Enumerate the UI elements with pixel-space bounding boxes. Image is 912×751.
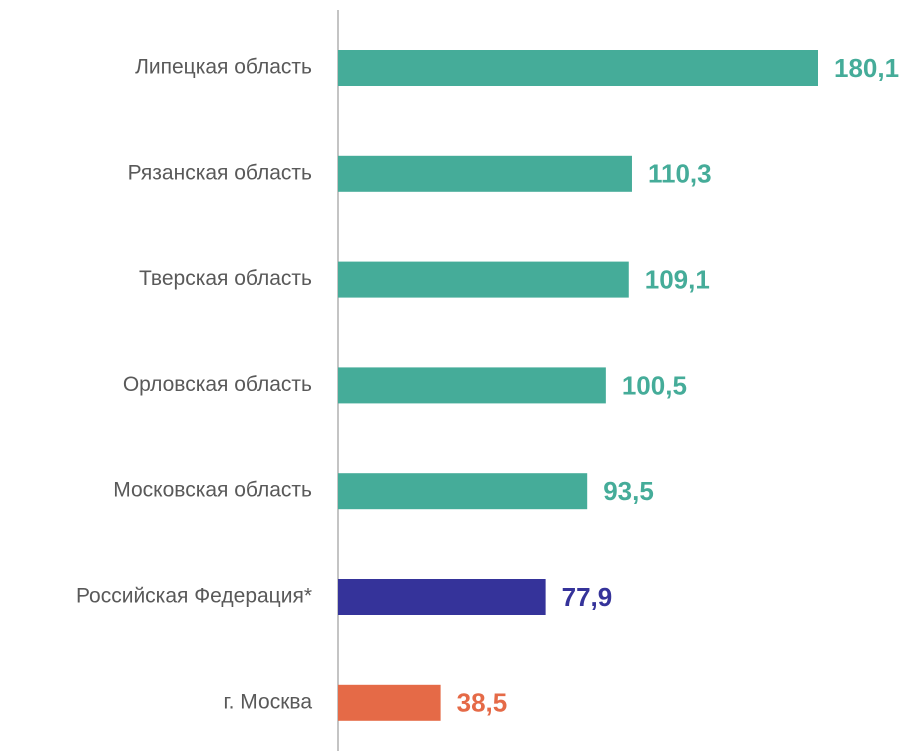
category-label: Рязанская область (128, 161, 312, 184)
value-label: 93,5 (603, 476, 654, 506)
bar (338, 50, 818, 86)
bar (338, 684, 441, 721)
value-label: 38,5 (457, 688, 508, 718)
category-label: Тверская область (139, 267, 312, 290)
value-label: 100,5 (622, 370, 687, 400)
category-label: Орловская область (123, 373, 312, 396)
value-label: 77,9 (562, 582, 613, 612)
value-label: 109,1 (645, 264, 710, 294)
bar (338, 579, 546, 615)
value-label: 180,1 (834, 53, 899, 83)
category-label: Липецкая область (135, 56, 312, 79)
category-label: г. Москва (224, 690, 313, 713)
bar (338, 261, 629, 298)
category-label: Российская Федерация* (76, 585, 312, 608)
bar (338, 367, 606, 404)
value-label: 110,3 (648, 159, 712, 189)
bar (338, 473, 588, 510)
category-label: Московская область (113, 479, 312, 502)
bar (338, 155, 632, 192)
